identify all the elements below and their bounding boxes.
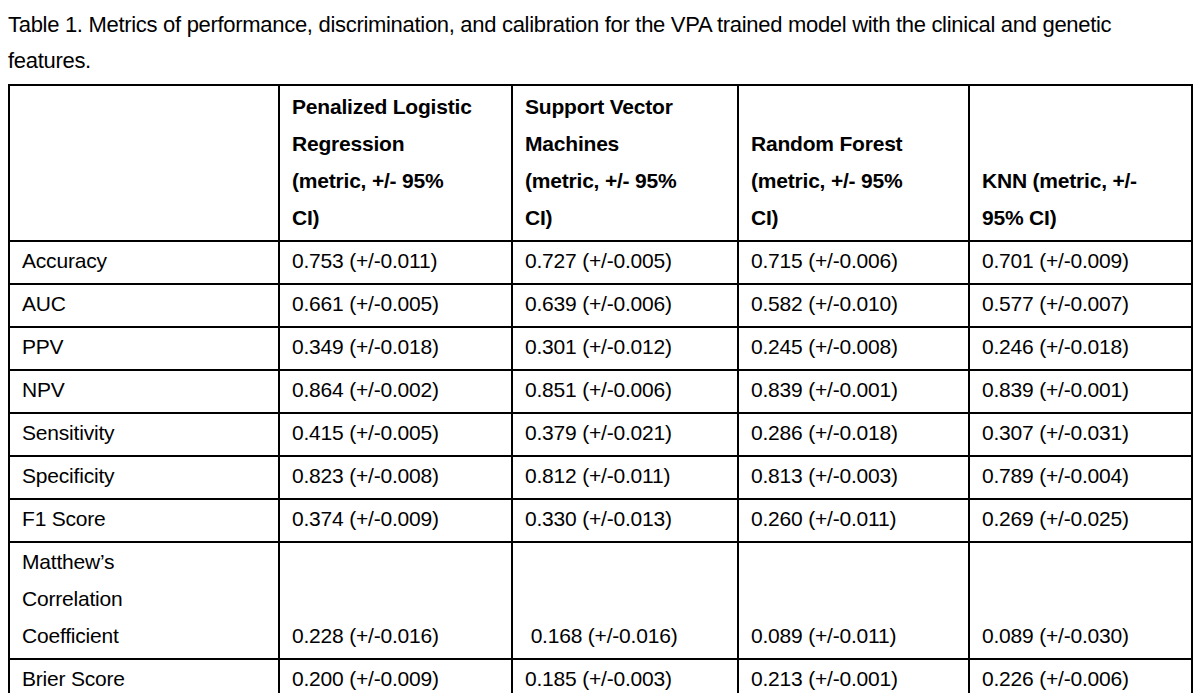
metric-value-cell: 0.839 (+/-0.001) [738, 370, 969, 413]
table-row-sensitivity: Sensitivity 0.415 (+/-0.005) 0.379 (+/-0… [9, 413, 1192, 456]
col-header-random-forest: Random Forest (metric, +/- 95% CI) [738, 85, 969, 241]
metric-value-cell: 0.379 (+/-0.021) [512, 413, 738, 456]
metric-value-cell: 0.864 (+/-0.002) [279, 370, 512, 413]
metric-value-cell: 0.415 (+/-0.005) [279, 413, 512, 456]
metric-value-cell: 0.228 (+/-0.016) [279, 542, 512, 659]
metric-value-cell: 0.307 (+/-0.031) [969, 413, 1192, 456]
header-row: Penalized Logistic Regression (metric, +… [9, 85, 1192, 241]
metric-name-cell: AUC [9, 284, 279, 327]
table-caption: Table 1. Metrics of performance, discrim… [8, 7, 1195, 79]
metric-value-cell: 0.374 (+/-0.009) [279, 499, 512, 542]
metric-value-cell: 0.349 (+/-0.018) [279, 327, 512, 370]
metric-value-cell: 0.727 (+/-0.005) [512, 241, 738, 284]
metric-value-cell: 0.851 (+/-0.006) [512, 370, 738, 413]
metric-name-cell: Sensitivity [9, 413, 279, 456]
metric-value-cell: 0.245 (+/-0.008) [738, 327, 969, 370]
document-page: Table 1. Metrics of performance, discrim… [0, 0, 1201, 693]
table-row-accuracy: Accuracy 0.753 (+/-0.011) 0.727 (+/-0.00… [9, 241, 1192, 284]
metric-value-cell: 0.813 (+/-0.003) [738, 456, 969, 499]
metric-value-cell: 0.200 (+/-0.009) [279, 659, 512, 693]
metric-name-cell: Brier Score [9, 659, 279, 693]
metric-value-cell: 0.715 (+/-0.006) [738, 241, 969, 284]
metric-name-cell: NPV [9, 370, 279, 413]
metric-value-cell: 0.753 (+/-0.011) [279, 241, 512, 284]
metric-value-cell: 0.701 (+/-0.009) [969, 241, 1192, 284]
metric-value-cell: 0.330 (+/-0.013) [512, 499, 738, 542]
table-row-auc: AUC 0.661 (+/-0.005) 0.639 (+/-0.006) 0.… [9, 284, 1192, 327]
metric-value-cell: 0.789 (+/-0.004) [969, 456, 1192, 499]
table-row-brier-score: Brier Score 0.200 (+/-0.009) 0.185 (+/-0… [9, 659, 1192, 693]
metric-value-cell: 0.213 (+/-0.001) [738, 659, 969, 693]
metric-name-cell: Specificity [9, 456, 279, 499]
metric-value-cell: 0.839 (+/-0.001) [969, 370, 1192, 413]
corner-header-cell [9, 85, 279, 241]
metric-value-cell: 0.582 (+/-0.010) [738, 284, 969, 327]
metric-name-cell: Matthew’s Correlation Coefficient [9, 542, 279, 659]
metric-value-cell: 0.260 (+/-0.011) [738, 499, 969, 542]
col-header-support-vector-machines: Support Vector Machines (metric, +/- 95%… [512, 85, 738, 241]
metric-value-cell: 0.089 (+/-0.011) [738, 542, 969, 659]
metric-value-cell: 0.812 (+/-0.011) [512, 456, 738, 499]
metric-value-cell: 0.269 (+/-0.025) [969, 499, 1192, 542]
metric-value-cell: 0.089 (+/-0.030) [969, 542, 1192, 659]
metrics-table: Penalized Logistic Regression (metric, +… [8, 84, 1193, 693]
metric-value-cell: 0.185 (+/-0.003) [512, 659, 738, 693]
metric-value-cell: 0.577 (+/-0.007) [969, 284, 1192, 327]
metric-name-cell: Accuracy [9, 241, 279, 284]
metric-name-cell: F1 Score [9, 499, 279, 542]
metric-value-cell: 0.823 (+/-0.008) [279, 456, 512, 499]
table-row-specificity: Specificity 0.823 (+/-0.008) 0.812 (+/-0… [9, 456, 1192, 499]
metric-name-cell: PPV [9, 327, 279, 370]
metric-value-cell: 0.168 (+/-0.016) [512, 542, 738, 659]
metric-value-cell: 0.246 (+/-0.018) [969, 327, 1192, 370]
metric-value-cell: 0.661 (+/-0.005) [279, 284, 512, 327]
table-row-matthews-correlation-coefficient: Matthew’s Correlation Coefficient 0.228 … [9, 542, 1192, 659]
table-row-ppv: PPV 0.349 (+/-0.018) 0.301 (+/-0.012) 0.… [9, 327, 1192, 370]
metric-value-cell: 0.286 (+/-0.018) [738, 413, 969, 456]
table-row-f1-score: F1 Score 0.374 (+/-0.009) 0.330 (+/-0.01… [9, 499, 1192, 542]
metric-value-cell: 0.226 (+/-0.006) [969, 659, 1192, 693]
col-header-knn: KNN (metric, +/- 95% CI) [969, 85, 1192, 241]
metric-value-cell: 0.301 (+/-0.012) [512, 327, 738, 370]
metric-value-cell: 0.639 (+/-0.006) [512, 284, 738, 327]
table-row-npv: NPV 0.864 (+/-0.002) 0.851 (+/-0.006) 0.… [9, 370, 1192, 413]
col-header-penalized-logistic-regression: Penalized Logistic Regression (metric, +… [279, 85, 512, 241]
